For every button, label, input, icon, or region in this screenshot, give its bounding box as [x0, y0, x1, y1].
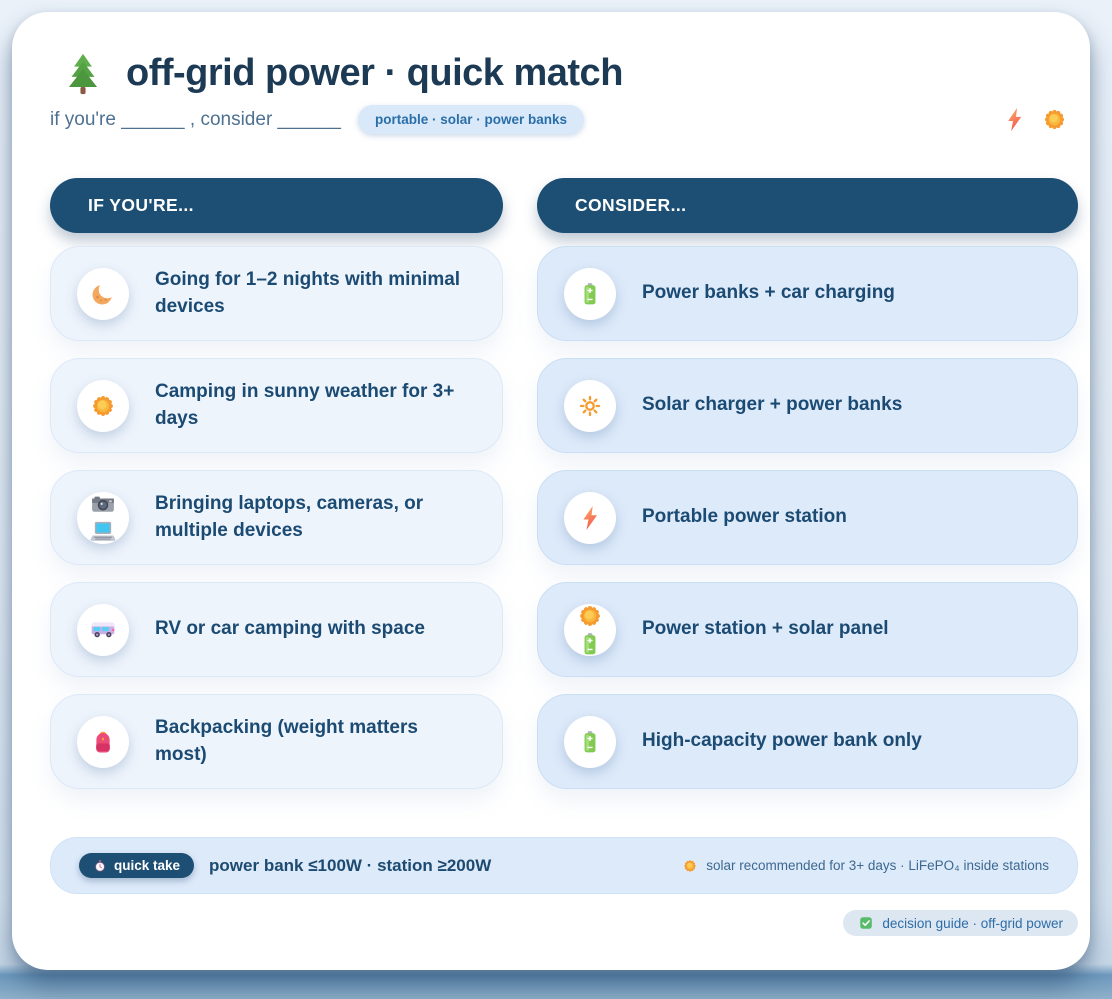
- list-item: Backpacking (weight matters most): [50, 694, 503, 789]
- row-label: Power station + solar panel: [642, 618, 889, 640]
- sun-fill-icon: [1041, 106, 1068, 133]
- battery-icon: [576, 728, 604, 756]
- row-icon-circle: [564, 267, 616, 320]
- match-grid: IF YOU'RE... Going for 1–2 nights with m…: [50, 178, 1078, 789]
- list-item: Solar charger + power banks: [537, 358, 1078, 453]
- laptop-icon: [89, 518, 117, 546]
- row-icon-circle: [77, 490, 129, 546]
- topic-pill: portable · solar · power banks: [357, 105, 584, 134]
- row-icon-circle: [77, 379, 129, 432]
- sun-fill-icon: [682, 858, 698, 874]
- row-label: Camping in sunny weather for 3+ days: [155, 380, 455, 429]
- column-header-if-youre: IF YOU'RE...: [50, 178, 503, 233]
- row-label: RV or car camping with space: [155, 618, 425, 640]
- subtitle-row: if you're ______ , consider ______ porta…: [50, 105, 1078, 134]
- note-text: solar recommended for 3+ days · LiFePO₄ …: [706, 858, 1049, 873]
- row-icon-circle: [77, 603, 129, 656]
- row-icon-circle: [564, 491, 616, 544]
- stamp-icon-wrap: [858, 915, 874, 931]
- list-item: RV or car camping with space: [50, 582, 503, 677]
- row-icon-circle: [564, 602, 616, 658]
- list-item: Bringing laptops, cameras, or multiple d…: [50, 470, 503, 565]
- list-item: Going for 1–2 nights with minimal device…: [50, 246, 503, 341]
- title-icon-wrap: [60, 50, 106, 96]
- backpack-icon: [89, 728, 117, 756]
- wattage-summary: power bank ≤100W · station ≥200W: [209, 855, 492, 875]
- row-icon-circle: [77, 267, 129, 320]
- bolt-icon: [576, 504, 604, 532]
- main-card: off-grid power · quick match if you're _…: [12, 12, 1090, 970]
- bolt-icon: [1001, 106, 1028, 133]
- row-label: Going for 1–2 nights with minimal device…: [155, 268, 461, 317]
- tree-icon: [60, 50, 106, 96]
- row-icon-circle: [77, 715, 129, 768]
- van-icon: [89, 616, 117, 644]
- subtitle-text: if you're ______ , consider ______: [50, 108, 341, 130]
- quick-take-label: quick take: [114, 858, 181, 873]
- sun-fill-icon: [89, 392, 117, 420]
- list-item: Power station + solar panel: [537, 582, 1078, 677]
- column-header-consider: CONSIDER...: [537, 178, 1078, 233]
- note-icon-wrap: [682, 858, 698, 874]
- stamp-row: decision guide · off-grid power: [50, 910, 1078, 936]
- stamp-text: decision guide · off-grid power: [882, 915, 1063, 931]
- page-header: off-grid power · quick match: [60, 50, 1078, 96]
- battery-icon: [576, 630, 604, 658]
- quick-take-badge: quick take: [79, 853, 195, 878]
- check-icon: [858, 915, 874, 931]
- row-label: Solar charger + power banks: [642, 394, 903, 416]
- quick-take-bar: quick take power bank ≤100W · station ≥2…: [50, 837, 1078, 894]
- header-icons: [1001, 106, 1068, 133]
- list-item: Camping in sunny weather for 3+ days: [50, 358, 503, 453]
- row-label: Power banks + car charging: [642, 282, 895, 304]
- if-youre-rows: Going for 1–2 nights with minimal device…: [50, 246, 503, 789]
- list-item: Portable power station: [537, 470, 1078, 565]
- sun-fill-icon: [576, 602, 604, 630]
- quick-take-icon-wrap: [93, 859, 107, 873]
- row-label: Bringing laptops, cameras, or multiple d…: [155, 492, 424, 541]
- column-consider: CONSIDER... Power banks + car charging S…: [537, 178, 1078, 789]
- column-if-youre: IF YOU'RE... Going for 1–2 nights with m…: [50, 178, 503, 789]
- list-item: High-capacity power bank only: [537, 694, 1078, 789]
- battery-icon: [576, 280, 604, 308]
- stopwatch-icon: [93, 859, 107, 873]
- list-item: Power banks + car charging: [537, 246, 1078, 341]
- row-label: Backpacking (weight matters most): [155, 716, 418, 765]
- decision-guide-stamp: decision guide · off-grid power: [843, 910, 1078, 936]
- row-label: Portable power station: [642, 506, 847, 528]
- camera-icon: [89, 490, 117, 518]
- row-icon-circle: [564, 715, 616, 768]
- row-label: High-capacity power bank only: [642, 730, 922, 752]
- sun-outline-icon: [576, 392, 604, 420]
- footer-note: solar recommended for 3+ days · LiFePO₄ …: [682, 858, 1049, 874]
- row-icon-circle: [564, 379, 616, 432]
- consider-rows: Power banks + car charging Solar charger…: [537, 246, 1078, 789]
- page-title: off-grid power · quick match: [126, 51, 623, 94]
- moon-icon: [89, 280, 117, 308]
